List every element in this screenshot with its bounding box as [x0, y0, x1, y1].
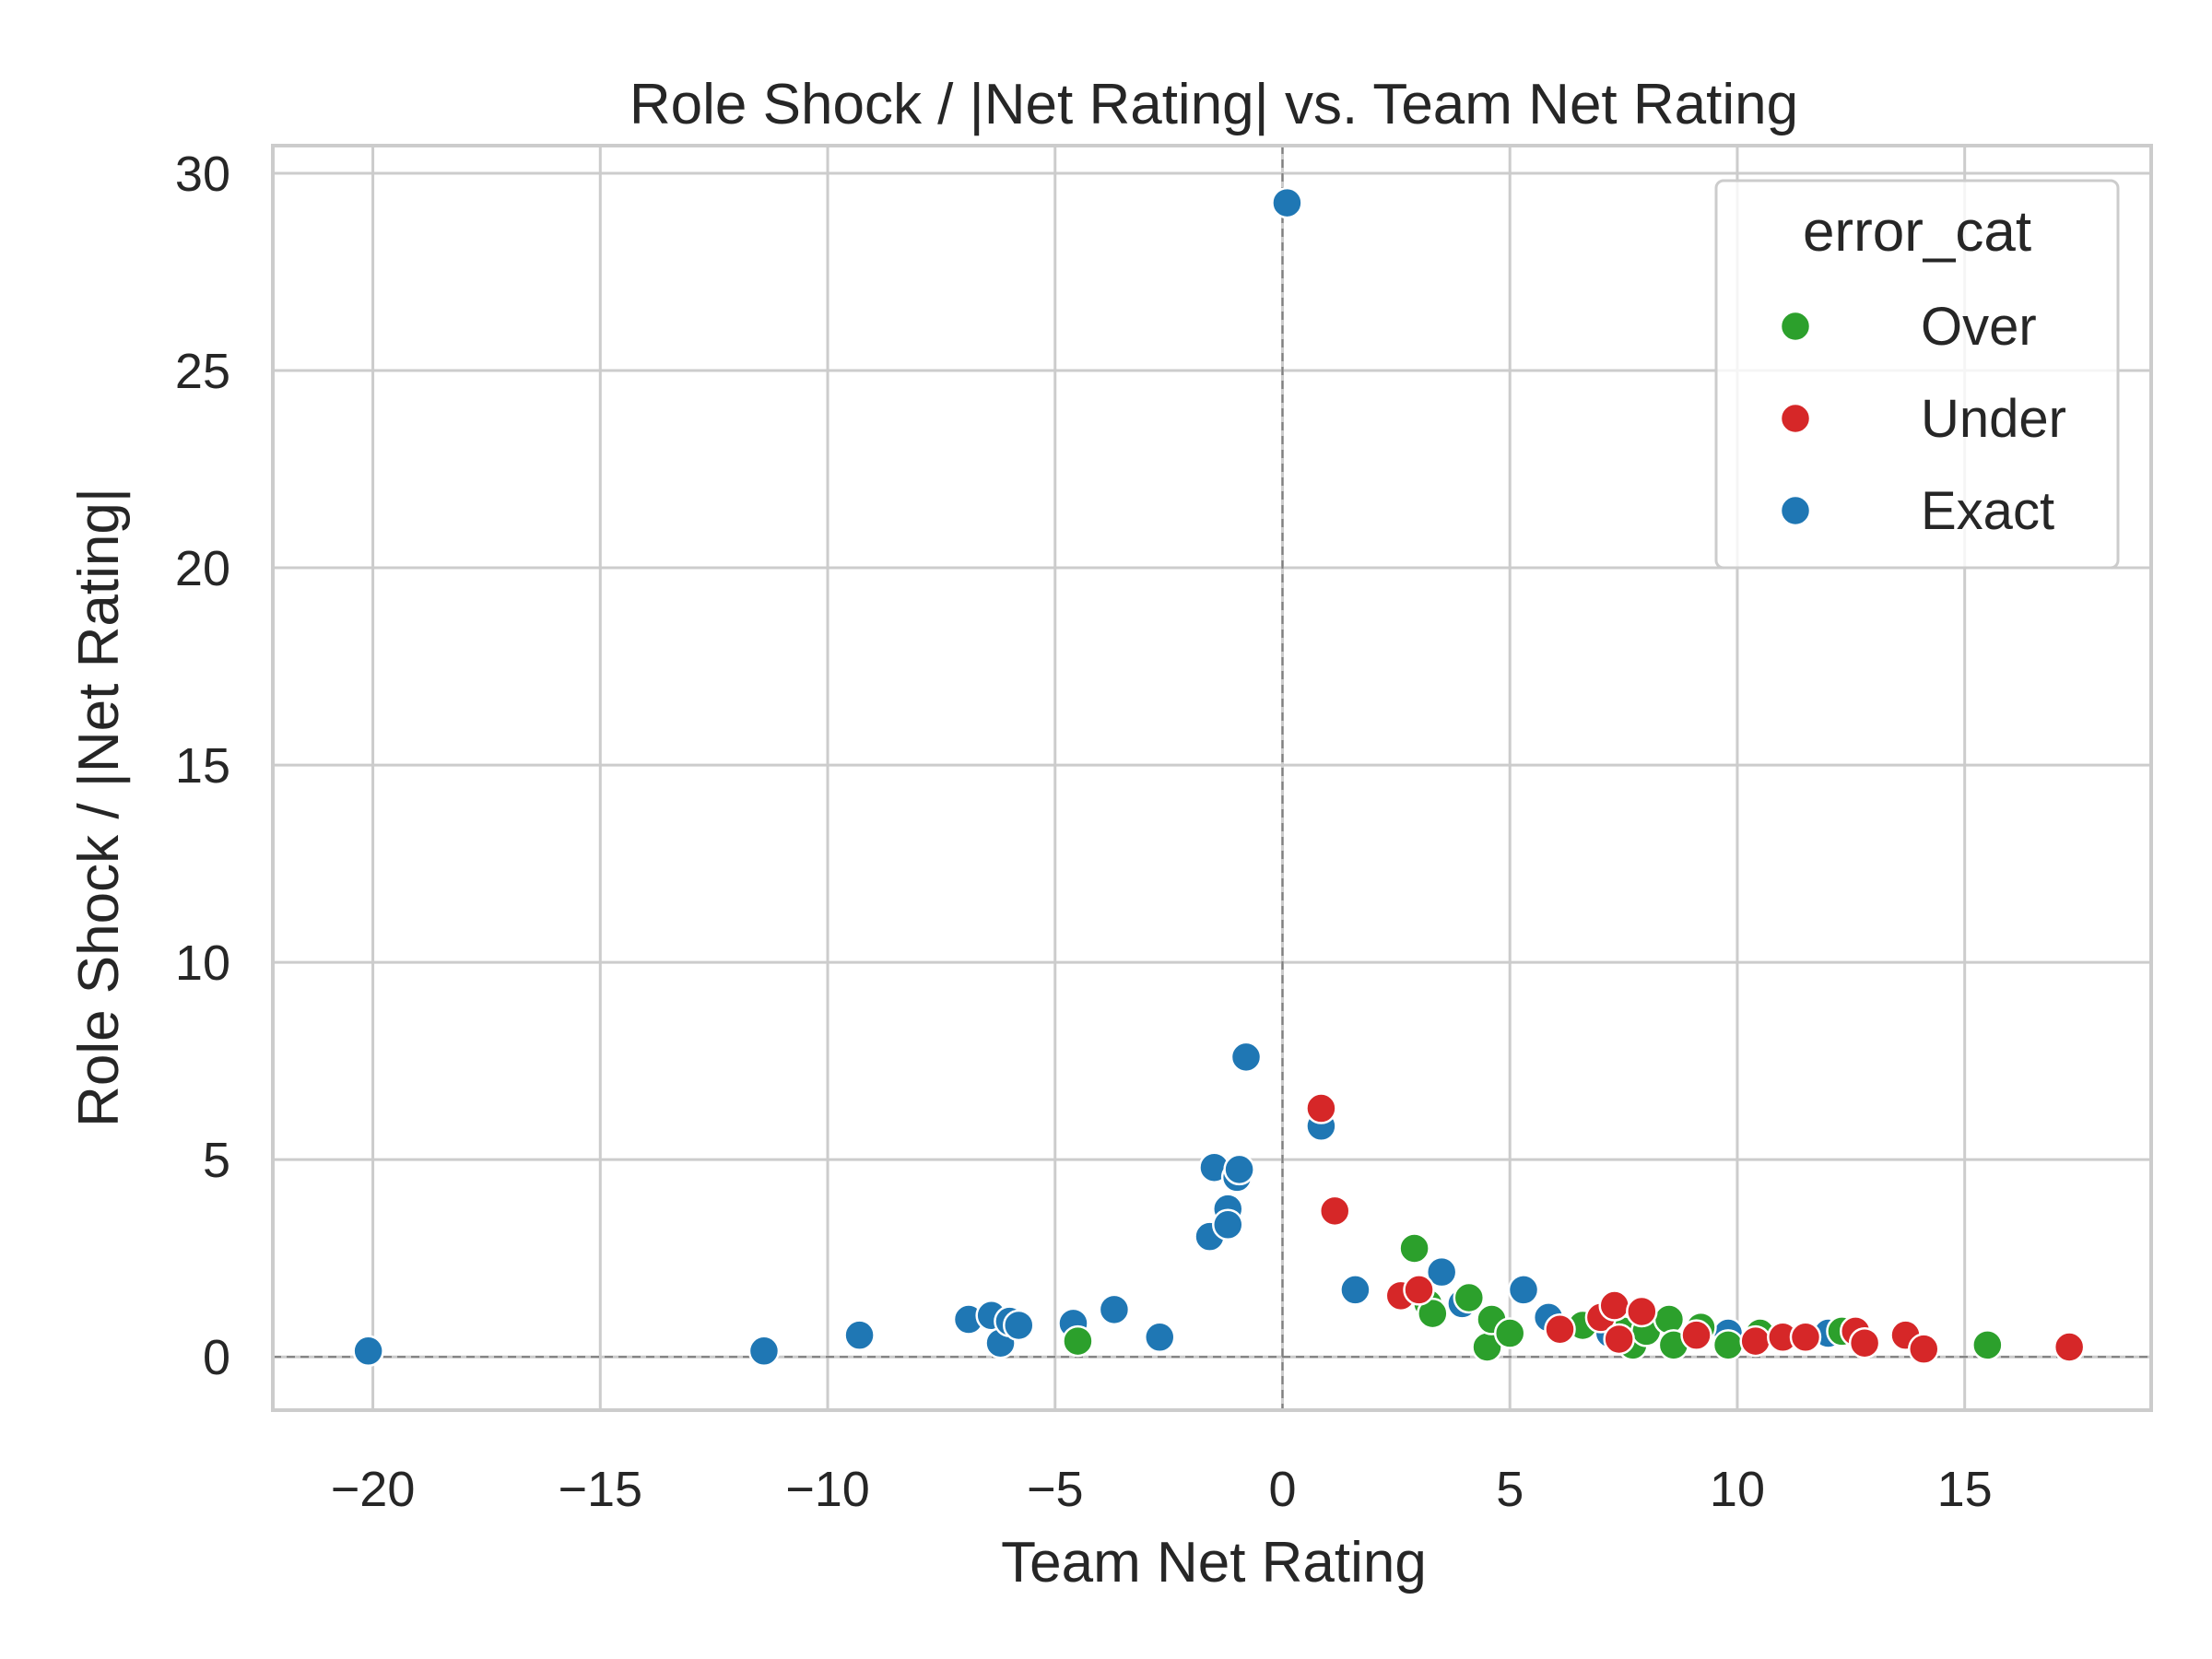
legend-marker-over — [1779, 310, 1812, 343]
point-under — [1908, 1333, 1940, 1365]
point-over — [1062, 1324, 1094, 1358]
point-under — [1603, 1323, 1635, 1356]
point-under — [1598, 1289, 1630, 1322]
point-under — [1544, 1312, 1576, 1346]
legend: error_cat Over Under Exact — [1714, 179, 2120, 570]
legend-label-over: Over — [1921, 297, 2037, 357]
y-axis-label: Role Shock / |Net Rating| — [67, 488, 131, 1127]
y-tick-label: 20 — [175, 541, 230, 596]
legend-marker-exact — [1779, 494, 1812, 527]
x-tick-label: −5 — [1027, 1462, 1084, 1517]
point-under — [1739, 1324, 1771, 1358]
y-tick-label: 25 — [175, 344, 230, 399]
point-over — [1493, 1317, 1526, 1349]
point-exact — [1098, 1293, 1131, 1326]
legend-label-under: Under — [1921, 389, 2066, 449]
legend-items: Over Under Exact — [1779, 297, 2066, 541]
point-exact — [747, 1335, 781, 1368]
x-axis-label: Team Net Rating — [1001, 1531, 1427, 1594]
point-under — [1789, 1321, 1822, 1354]
point-exact — [1230, 1041, 1263, 1074]
x-tick-label: 0 — [1268, 1462, 1296, 1517]
point-under — [1318, 1194, 1351, 1228]
point-under — [1680, 1319, 1712, 1351]
x-tick-label: −15 — [558, 1462, 642, 1517]
x-tick-label: −20 — [331, 1462, 416, 1517]
y-tick-label: 15 — [175, 738, 230, 794]
point-exact — [1425, 1255, 1458, 1288]
reference-lines — [273, 146, 2151, 1410]
legend-title: error_cat — [1803, 200, 2031, 264]
x-tick-label: 5 — [1496, 1462, 1524, 1517]
point-over — [1971, 1329, 2004, 1361]
point-over — [1653, 1303, 1686, 1335]
point-exact — [1271, 186, 1303, 219]
point-under — [1403, 1274, 1435, 1306]
chart-title: Role Shock / |Net Rating| vs. Team Net R… — [629, 73, 1798, 136]
legend-box — [1714, 179, 2120, 570]
legend-marker-under — [1779, 402, 1812, 435]
series-under — [1305, 1092, 2086, 1365]
point-under — [1626, 1295, 1658, 1328]
point-under — [2053, 1331, 2086, 1363]
point-exact — [1223, 1153, 1255, 1186]
point-exact — [1144, 1321, 1176, 1354]
data-points — [352, 186, 2086, 1368]
legend-label-exact: Exact — [1921, 481, 2054, 541]
point-under — [1305, 1092, 1337, 1124]
point-exact — [1339, 1274, 1371, 1306]
x-tick-label: 10 — [1710, 1462, 1765, 1517]
x-tick-label: 15 — [1937, 1462, 1993, 1517]
point-under — [1848, 1326, 1881, 1359]
y-tick-label: 30 — [175, 147, 230, 202]
point-exact — [1212, 1208, 1244, 1241]
point-over — [1712, 1329, 1745, 1361]
y-tick-label: 0 — [203, 1330, 230, 1385]
y-tick-label: 5 — [203, 1133, 230, 1188]
tick-labels: −20 −15 −10 −5 0 5 10 15 0 5 10 15 20 25 30 — [175, 147, 1993, 1517]
point-over — [1417, 1297, 1449, 1330]
point-over — [1398, 1232, 1430, 1265]
point-exact — [1003, 1309, 1035, 1342]
point-exact — [843, 1319, 876, 1351]
x-tick-label: −10 — [785, 1462, 870, 1517]
plot-frame — [271, 144, 2153, 1412]
y-tick-label: 10 — [175, 935, 230, 991]
point-exact — [1507, 1274, 1540, 1306]
point-over — [1453, 1281, 1486, 1314]
point-exact — [352, 1335, 384, 1368]
